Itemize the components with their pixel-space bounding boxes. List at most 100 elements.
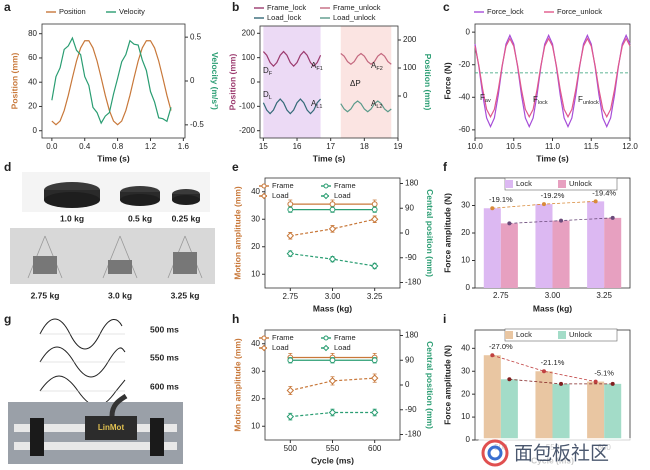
change-label: -19.2% — [541, 191, 565, 200]
y2-tick-label: -90 — [405, 253, 417, 262]
y2-tick-label: 0 — [190, 76, 195, 85]
legend-marker — [322, 192, 330, 200]
legend-swatch — [558, 331, 566, 339]
data-marker — [286, 232, 295, 240]
legend-marker-shape — [260, 344, 268, 352]
x-tick-label: 2.75 — [493, 291, 509, 300]
y-axis-label: Motion amplitude (mm) — [232, 186, 242, 280]
legend-marker — [261, 335, 267, 341]
trend-dot — [490, 206, 495, 211]
annotation-main: A — [311, 61, 317, 70]
bar — [535, 371, 553, 440]
trend-dot — [559, 381, 564, 386]
legend-label: Load — [272, 191, 289, 200]
y-tick-label: 10 — [251, 269, 260, 278]
bar — [500, 223, 518, 288]
trend-dot — [507, 221, 512, 226]
bar — [604, 217, 622, 288]
line-series — [290, 377, 375, 392]
weights-photo — [10, 172, 215, 284]
trend-dot — [593, 199, 598, 204]
x-tick-label: 600 — [368, 444, 382, 453]
x-tick-label: 15 — [259, 142, 268, 151]
data-marker — [287, 357, 294, 364]
watermark — [478, 438, 648, 468]
x-tick-label: 550 — [326, 444, 340, 453]
caption: 550 ms — [150, 352, 179, 362]
data-marker — [286, 386, 295, 395]
x-tick-label: 1.6 — [178, 142, 190, 151]
trend-dot — [507, 377, 512, 382]
x-tick-label: 11.0 — [545, 142, 561, 151]
annotation: DF — [263, 66, 273, 77]
data-marker — [328, 225, 337, 233]
trend-dot — [559, 218, 564, 223]
annotation: AF1 — [311, 61, 323, 72]
annotation-main: A — [371, 61, 377, 70]
data-marker — [370, 374, 379, 382]
annotation-sub: unlock — [583, 100, 599, 106]
y2-axis-label: Central position (mm) — [425, 189, 435, 277]
data-marker — [286, 249, 295, 258]
legend-marker-shape — [323, 183, 329, 189]
y2-tick-label: -0.5 — [190, 120, 204, 129]
legend-label: Frame_unlock — [333, 3, 381, 12]
x-tick-label: 19 — [394, 142, 403, 151]
y-tick-label: 30 — [251, 214, 260, 223]
annotation-sub: F2 — [376, 66, 382, 72]
legend-marker — [260, 344, 268, 352]
x-tick-label: 2.75 — [283, 292, 299, 301]
annotation-main: D — [263, 90, 269, 99]
y-axis-label: Force amplitude (N) — [442, 345, 452, 425]
y2-tick-label: 0.5 — [190, 32, 202, 41]
annotation-main: F — [480, 93, 485, 102]
y2-tick-label: -180 — [405, 278, 422, 287]
y-tick-label: 40 — [28, 77, 37, 86]
line-series — [474, 37, 631, 119]
legend-label: Load — [272, 343, 289, 352]
y2-axis-label: Central position (mm) — [425, 341, 435, 429]
annotation-main: F — [533, 95, 538, 104]
y-tick-label: 0 — [33, 126, 38, 135]
y2-tick-label: 180 — [405, 179, 419, 188]
caption: 1.0 kg — [60, 213, 84, 223]
bar — [483, 355, 501, 440]
annotation-sub: av — [485, 98, 491, 104]
change-label: -5.1% — [594, 369, 614, 378]
y-axis-label: Force (N) — [442, 62, 452, 99]
caption: 600 ms — [150, 381, 179, 391]
bar — [604, 383, 622, 440]
annotation: Flock — [533, 95, 548, 106]
y-tick-label: 30 — [461, 366, 470, 375]
y-tick-label: 20 — [28, 102, 37, 111]
caption: 3.25 kg — [171, 290, 200, 300]
bar — [587, 201, 605, 288]
legend-label: Frame — [272, 181, 294, 190]
line-series — [51, 40, 172, 126]
annotation-main: A — [371, 99, 377, 108]
x-tick-label: 18 — [360, 142, 369, 151]
y2-tick-label: 100 — [403, 63, 417, 72]
y2-tick-label: 90 — [405, 355, 414, 364]
data-marker — [370, 408, 379, 417]
linear-motor-photo — [8, 393, 183, 464]
y-tick-label: 20 — [251, 242, 260, 251]
panel-label: f — [443, 160, 448, 174]
y-tick-label: -100 — [239, 101, 256, 110]
x-axis-label: Time (s) — [97, 153, 130, 163]
y-tick-label: 10 — [461, 256, 470, 265]
watermark-text: 面包板社区 — [514, 443, 609, 465]
legend-swatch — [558, 180, 566, 188]
phase-band — [263, 26, 321, 138]
panel-label: c — [443, 0, 450, 14]
line-series — [262, 98, 322, 115]
y2-axis-label: Position (mm) — [423, 54, 433, 111]
panel-label: i — [443, 312, 446, 326]
x-tick-label: 10.5 — [506, 142, 522, 151]
y-tick-label: 10 — [461, 412, 470, 421]
legend-label: Load — [334, 343, 351, 352]
x-tick-label: 3.25 — [596, 291, 612, 300]
trend-dot — [610, 215, 615, 220]
y2-tick-label: -90 — [405, 405, 417, 414]
